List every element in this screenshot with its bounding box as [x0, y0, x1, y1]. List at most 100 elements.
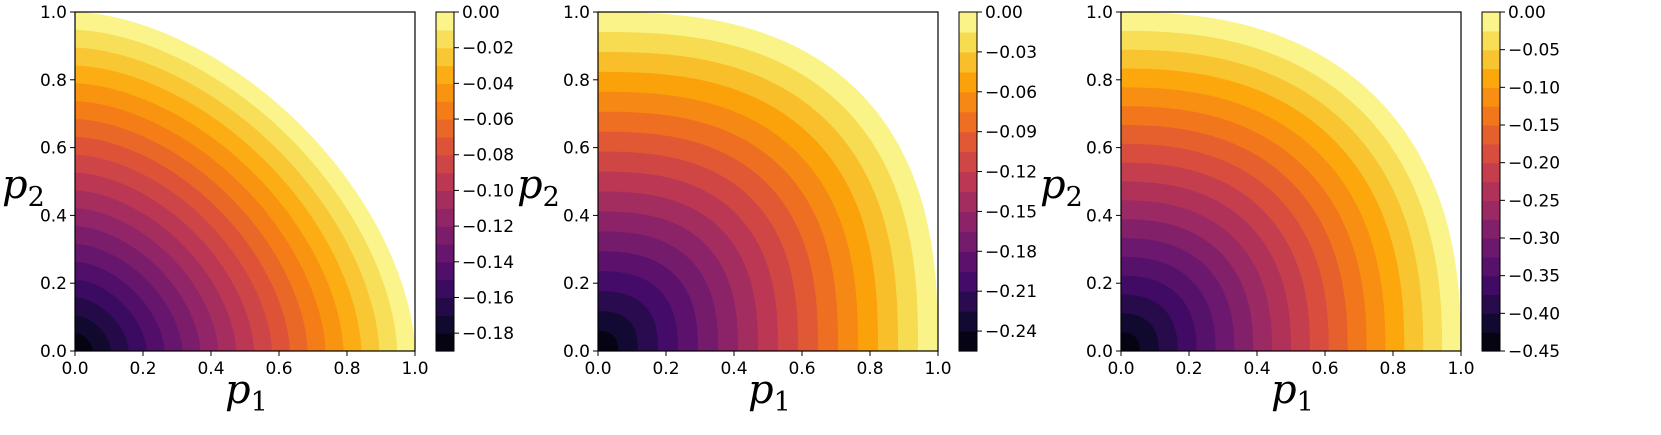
- colorbar-segment-2: [959, 291, 977, 312]
- colorbar-segment-9: [1482, 162, 1500, 183]
- colorbar-segment-14: [436, 83, 454, 102]
- colorbar-segment-3: [436, 279, 454, 299]
- contour-band-0: [1121, 332, 1140, 351]
- colorbar-tick-label: −0.10: [1508, 78, 1560, 98]
- y-tick-label: 0.4: [40, 206, 67, 226]
- x-axis-label: p1: [1271, 367, 1314, 418]
- colorbar-tick-label: −0.45: [1508, 342, 1560, 362]
- colorbar-tick-label: −0.12: [985, 163, 1037, 183]
- x-tick-label: 0.6: [1311, 359, 1338, 379]
- colorbar-segment-8: [436, 190, 454, 209]
- x-tick-label: 0.2: [1175, 359, 1202, 379]
- colorbar-segment-12: [436, 119, 454, 138]
- colorbar-segment-11: [436, 136, 454, 156]
- x-tick-label: 0.0: [584, 359, 611, 379]
- colorbar-tick-label: 0.00: [985, 3, 1023, 23]
- y-tick-label: 1.0: [1086, 3, 1113, 23]
- x-tick-label: 1.0: [401, 359, 428, 379]
- colorbar-segment-5: [1482, 238, 1500, 258]
- colorbar-segment-5: [959, 231, 977, 252]
- colorbar-tick-label: −0.08: [462, 146, 514, 166]
- y-tick-label: 0.0: [1086, 342, 1113, 362]
- x-tick-label: 0.6: [788, 359, 815, 379]
- y-tick-label: 1.0: [40, 3, 67, 23]
- mask-right: [415, 0, 434, 435]
- y-tick-label: 0.0: [563, 342, 590, 362]
- x-tick-label: 0.0: [61, 359, 88, 379]
- colorbar-segment-16: [436, 47, 454, 67]
- y-tick-label: 0.8: [1086, 71, 1113, 91]
- colorbar-segment-9: [959, 151, 977, 173]
- colorbar-tick-label: −0.21: [985, 282, 1037, 302]
- x-tick-label: 0.2: [129, 359, 156, 379]
- colorbar-segment-15: [436, 65, 454, 84]
- colorbar-segment-14: [959, 51, 977, 73]
- y-tick-label: 0.2: [563, 274, 590, 294]
- colorbar-tick-label: −0.03: [985, 43, 1037, 63]
- colorbar-segment-12: [1482, 106, 1500, 126]
- colorbar-segment-15: [959, 31, 977, 53]
- colorbar-tick-label: −0.20: [1508, 154, 1560, 174]
- colorbar-segment-4: [1482, 256, 1500, 277]
- colorbar-segment-10: [1482, 143, 1500, 164]
- colorbar-tick-label: −0.14: [462, 253, 514, 273]
- colorbar-tick-label: −0.18: [985, 242, 1037, 262]
- colorbar-segment-1: [959, 311, 977, 332]
- colorbar-segment-8: [1482, 181, 1500, 201]
- mask-top: [518, 0, 1018, 12]
- colorbar-segment-11: [959, 111, 977, 133]
- y-tick-label: 0.0: [40, 342, 67, 362]
- colorbar-segment-15: [1482, 49, 1500, 70]
- colorbar-segment-6: [1482, 219, 1500, 239]
- colorbar-tick-label: 0.00: [462, 3, 500, 23]
- colorbar-segment-4: [959, 251, 977, 272]
- mask-top: [1041, 0, 1541, 12]
- colorbar-segment-0: [436, 333, 454, 352]
- y-tick-label: 0.2: [40, 274, 67, 294]
- colorbar-tick-label: −0.06: [462, 110, 514, 130]
- x-tick-label: 0.2: [652, 359, 679, 379]
- mask-left: [0, 0, 75, 435]
- y-axis-label: p2: [2, 162, 45, 213]
- colorbar-tick-label: −0.12: [462, 217, 514, 237]
- y-tick-label: 0.6: [40, 139, 67, 159]
- colorbar-tick-label: −0.25: [1508, 191, 1560, 211]
- colorbar-frame: [958, 11, 978, 352]
- colorbar-segment-10: [436, 154, 454, 174]
- colorbar-tick-label: −0.35: [1508, 267, 1560, 287]
- colorbar-segment-1: [436, 315, 454, 334]
- contour-band-0: [75, 333, 93, 351]
- colorbar-segment-7: [1482, 200, 1500, 220]
- colorbar-segment-2: [1482, 294, 1500, 314]
- colorbar-segment-5: [436, 243, 454, 263]
- colorbar-segment-13: [959, 71, 977, 93]
- colorbar-segment-18: [436, 12, 454, 31]
- y-tick-label: 0.4: [563, 206, 590, 226]
- mask-right: [938, 0, 957, 435]
- colorbar-segment-16: [1482, 30, 1500, 51]
- colorbar-tick-label: −0.02: [462, 39, 514, 59]
- colorbar-segment-3: [959, 271, 977, 292]
- y-tick-label: 0.6: [1086, 139, 1113, 159]
- y-tick-label: 0.8: [563, 71, 590, 91]
- x-tick-label: 0.6: [265, 359, 292, 379]
- colorbar-segment-7: [436, 208, 454, 227]
- colorbar-tick-label: −0.16: [462, 288, 514, 308]
- colorbar-segment-2: [436, 297, 454, 316]
- x-tick-label: 0.4: [1243, 359, 1270, 379]
- plot-frame: [74, 11, 416, 352]
- colorbar-segment-16: [959, 12, 977, 33]
- y-tick-label: 0.2: [1086, 274, 1113, 294]
- x-axis-label: p1: [225, 367, 268, 418]
- colorbar-tick-label: 0.00: [1508, 3, 1546, 23]
- mask-left: [518, 0, 598, 435]
- mask-left: [1041, 0, 1121, 435]
- colorbar-segment-12: [959, 91, 977, 113]
- mask-top: [0, 0, 495, 12]
- colorbar-segment-17: [1482, 12, 1500, 32]
- x-tick-label: 0.8: [856, 359, 883, 379]
- colorbar-segment-13: [436, 101, 454, 120]
- y-tick-label: 0.8: [40, 71, 67, 91]
- y-tick-label: 0.4: [1086, 206, 1113, 226]
